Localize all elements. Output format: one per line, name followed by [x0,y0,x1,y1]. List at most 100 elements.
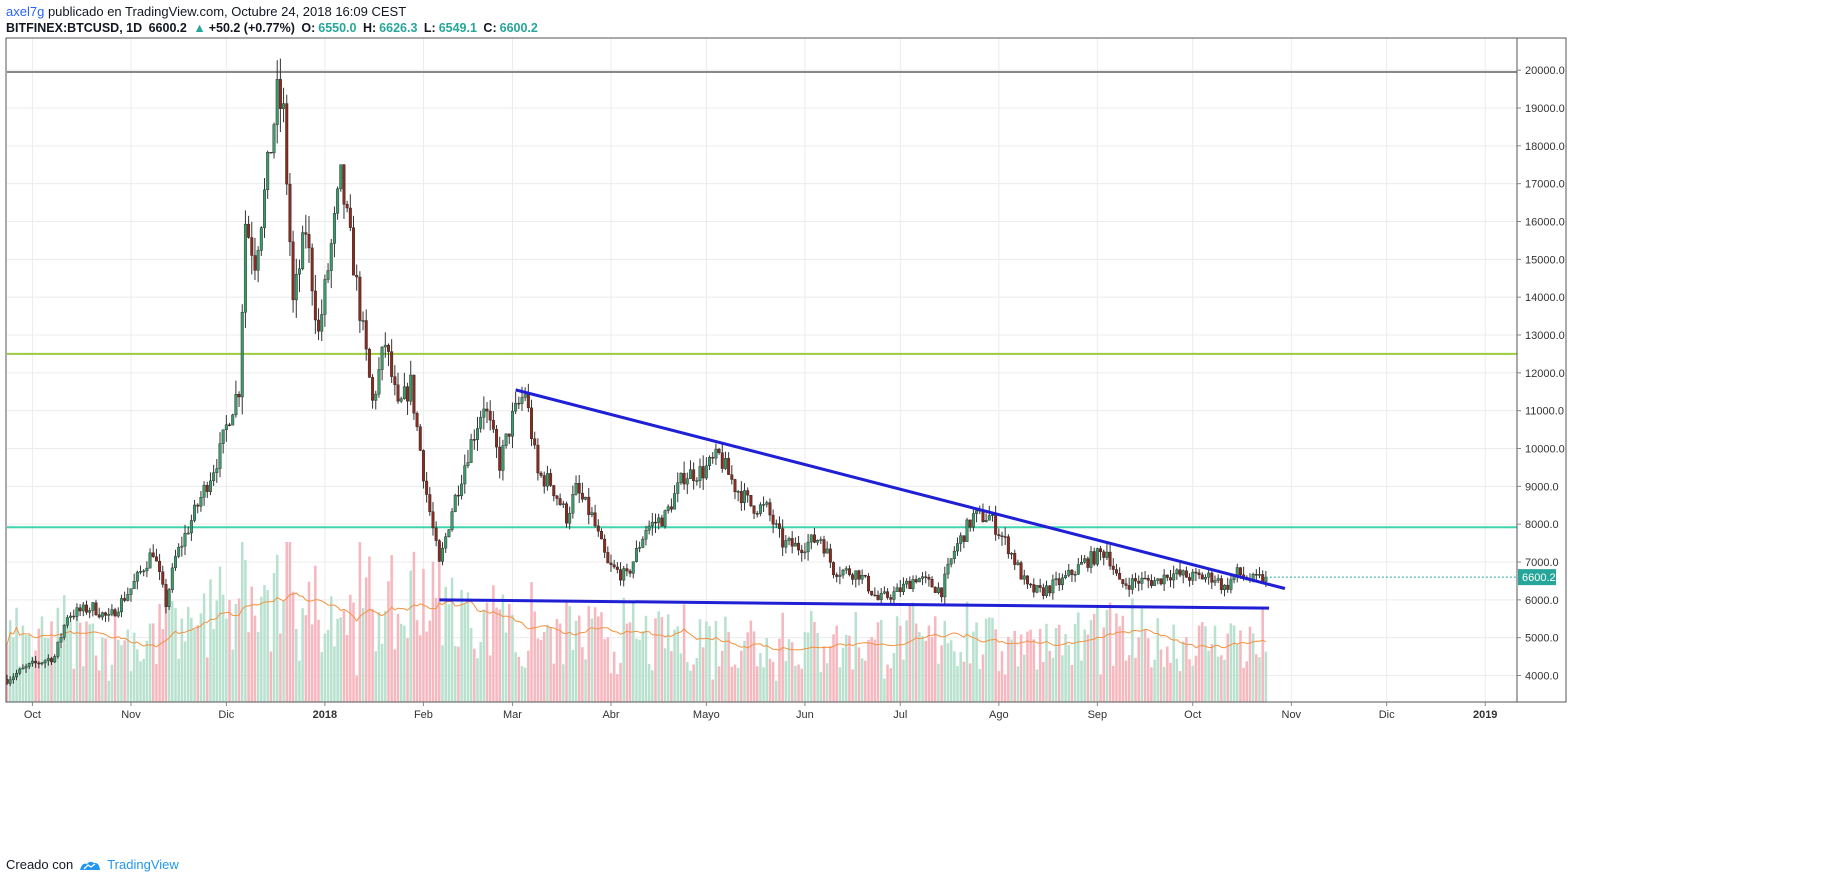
x-tick-label: Feb [414,709,433,721]
candle [1013,549,1017,571]
candle-body [803,551,807,554]
volume-bar [520,666,524,702]
volume-bar [1261,606,1264,702]
volume-bar [441,645,444,702]
candle [793,537,797,547]
open-label: O: [301,21,316,35]
candle [1137,575,1141,592]
candle-body [415,413,419,427]
candle-body [53,656,57,663]
candle-body [498,446,502,471]
candle [743,483,746,511]
volume-bar [206,657,209,702]
candle-body [1105,551,1109,558]
volume-bar [1248,626,1252,702]
volume-bar [31,656,34,702]
candle [1130,574,1134,595]
candle [56,641,60,659]
volume-bar [536,638,540,702]
x-tick-label: Dic [218,709,234,721]
volume-bar [695,658,699,702]
candle [768,498,772,522]
candle-body [536,444,540,474]
candle-body [307,234,311,249]
volume-bar [85,621,88,702]
volume-bar [221,594,225,702]
volume-bar [778,638,781,702]
candle-body [1137,580,1141,584]
candle-body [323,279,327,315]
volume-bar [186,606,190,702]
candle-body [863,575,867,577]
candle-body [765,502,769,505]
volume-bar [1143,629,1147,702]
candle-body [342,164,346,205]
candle-body [956,543,959,552]
volume-bar [326,629,330,702]
volume-bar [91,623,95,702]
volume-bar [1042,661,1045,702]
candle [577,475,581,504]
candle [860,569,864,585]
candle-body [129,588,133,595]
volume-bar [1223,659,1226,702]
candle-body [819,539,823,541]
volume-bar [288,542,292,702]
candle-body [1029,583,1033,586]
candle-body [676,482,680,494]
candle-body [1188,577,1192,581]
candle [406,382,410,415]
candle-body [870,590,874,596]
candle-body [304,232,308,235]
candle-body [1038,585,1042,588]
candle [65,614,69,629]
candle-body [520,397,524,404]
candle [676,472,680,503]
candle [228,422,231,427]
candle-body [733,479,737,493]
candle [1200,572,1204,580]
candle [1219,575,1223,594]
author-link[interactable]: axel7g [6,4,45,19]
candle [444,532,448,553]
candle-body [294,273,298,301]
candle [1169,569,1172,588]
volume-bar [317,619,320,702]
candle [711,452,715,464]
candle-body [663,510,667,527]
candle [91,601,95,617]
volume-bar [158,603,161,702]
volume-bar [581,647,584,702]
candle [1197,569,1201,580]
candle-body [1057,578,1061,586]
candle [660,514,664,527]
volume-bar [190,617,193,702]
volume-bar [269,651,273,702]
candle [1114,563,1118,577]
high-value: 6626.3 [379,21,418,35]
candle [390,339,394,384]
candle [1111,558,1115,576]
volume-bar [794,665,797,702]
candle [1048,585,1052,597]
candle [132,573,136,589]
volume-bar [304,615,308,702]
candle-body [336,188,340,214]
candle-body [1064,575,1068,579]
volume-bar [711,679,714,702]
volume-bar [1045,623,1048,702]
candle [8,676,12,687]
y-tick-label: 16000.0 [1525,216,1565,228]
candle-body [91,602,95,611]
volume-bar [873,639,877,702]
footer: Creado con TradingView [6,857,179,872]
candle-body [593,512,597,527]
candle [778,516,781,538]
tradingview-link[interactable]: TradingView [107,857,179,872]
candle [364,309,368,361]
volume-bar [968,663,972,702]
volume-bar [542,631,546,702]
volume-bar [272,572,276,702]
volume-bar [616,674,619,702]
